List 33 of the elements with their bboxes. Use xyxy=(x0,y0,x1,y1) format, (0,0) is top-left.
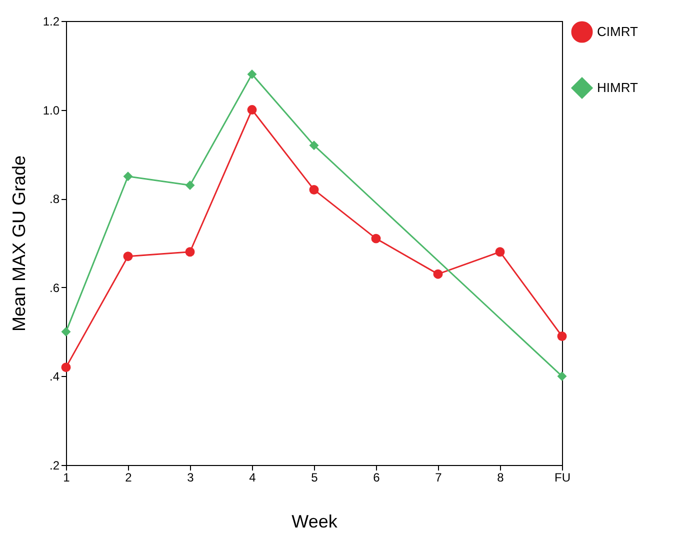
point xyxy=(557,332,567,341)
point xyxy=(123,252,133,262)
point xyxy=(433,269,443,279)
point xyxy=(247,70,257,80)
y-tick-label: .2 xyxy=(49,458,60,472)
point xyxy=(123,172,133,182)
point xyxy=(185,247,195,257)
x-tick-label: 4 xyxy=(249,470,256,484)
y-tick-label: 1.0 xyxy=(42,103,60,118)
y-tick-label: .6 xyxy=(49,280,60,295)
point xyxy=(495,247,505,257)
y-tick-label: .8 xyxy=(49,192,60,206)
x-tick-label: 2 xyxy=(125,470,132,484)
x-tick-label: FU xyxy=(554,470,570,484)
legend-label: HIMRT xyxy=(597,80,638,95)
point xyxy=(185,180,195,190)
point xyxy=(247,105,257,115)
x-axis-title: Week xyxy=(292,512,338,532)
x-tick-label: 6 xyxy=(373,470,380,484)
x-tick-label: 3 xyxy=(187,470,194,484)
point xyxy=(309,184,319,194)
point xyxy=(309,140,319,150)
y-axis-title: Mean MAX GU Grade xyxy=(8,155,29,332)
point xyxy=(371,234,381,244)
x-tick-label: 7 xyxy=(435,470,442,484)
y-tick-label: 1.2 xyxy=(42,14,60,28)
x-tick-label: 1 xyxy=(63,470,70,484)
legend-label: CIMRT xyxy=(597,24,638,39)
y-tick-label: .4 xyxy=(49,370,60,384)
x-tick-label: 8 xyxy=(497,470,504,484)
point xyxy=(61,362,71,372)
x-tick-label: 5 xyxy=(311,470,318,484)
point xyxy=(61,327,71,337)
